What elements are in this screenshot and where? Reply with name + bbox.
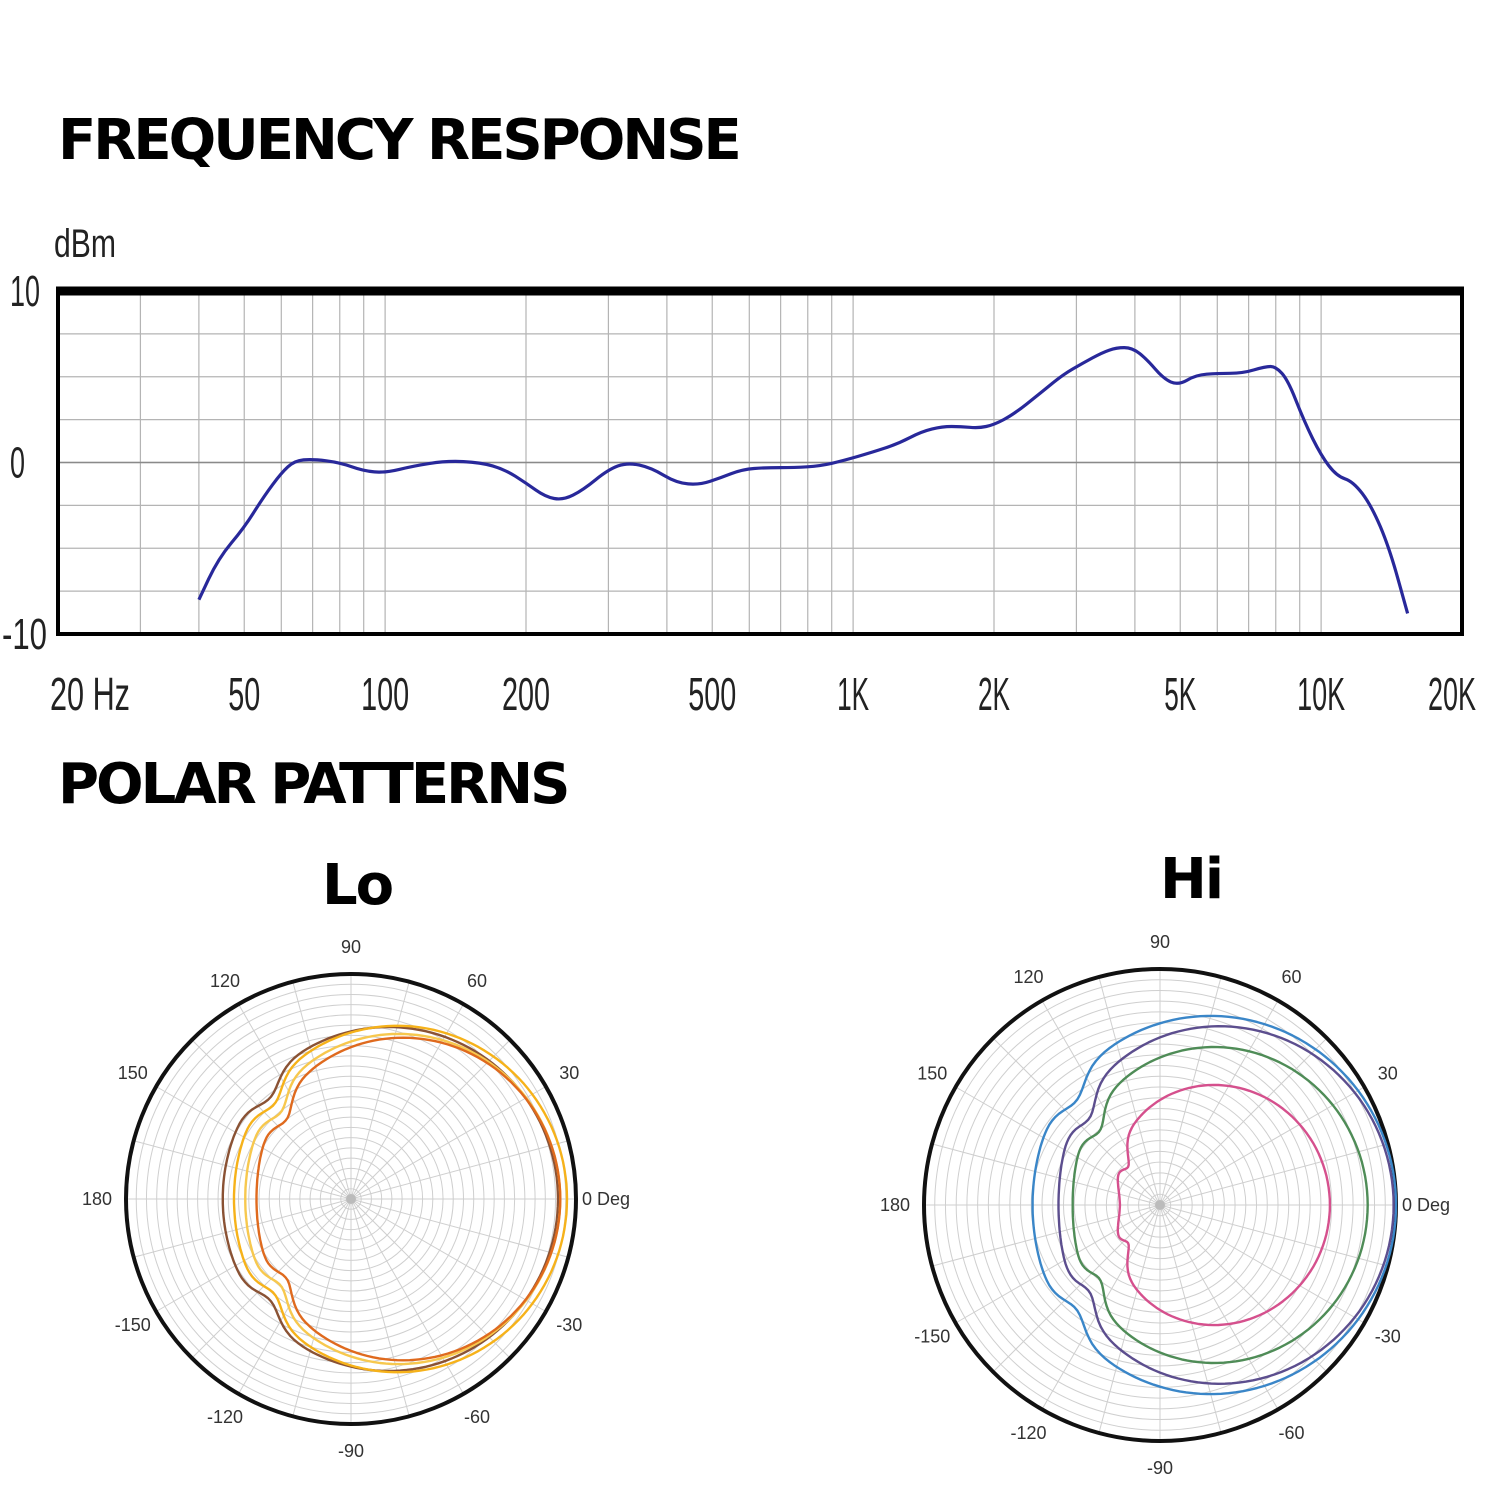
lo-angle-label: 150 xyxy=(118,1063,148,1083)
lo-angle-label: -90 xyxy=(338,1441,364,1461)
grid-spoke xyxy=(1159,1204,1328,1373)
y-tick-label: 0 xyxy=(10,439,25,488)
grid-spoke xyxy=(350,1140,569,1200)
grid-spoke xyxy=(1041,1204,1161,1410)
grid-spoke xyxy=(238,1003,352,1200)
hi-polar-grid xyxy=(924,969,1396,1441)
y-axis-label: dBm xyxy=(54,222,116,266)
lo-outer-ring xyxy=(124,972,578,1426)
center-dot xyxy=(1155,1200,1165,1210)
lo-angle-label: -30 xyxy=(556,1315,582,1335)
grid-spoke xyxy=(292,1198,352,1417)
hi-angle-label: -90 xyxy=(1147,1458,1173,1478)
x-tick-label: 1K xyxy=(837,668,869,720)
hi-angle-label: 30 xyxy=(1378,1064,1398,1084)
x-tick-label: 20 Hz xyxy=(50,668,130,720)
hi-angle-label: 120 xyxy=(1013,967,1043,987)
grid-spoke xyxy=(992,1204,1161,1373)
lo-pattern-series-4 xyxy=(255,1036,562,1362)
y-tick-label: 10 xyxy=(10,267,40,316)
grid-spoke xyxy=(1159,1204,1389,1267)
x-tick-label: 5K xyxy=(1164,668,1196,720)
grid-spoke xyxy=(955,1086,1161,1206)
hi-angle-label: -120 xyxy=(1010,1423,1046,1443)
lo-angle-label: -60 xyxy=(464,1407,490,1427)
grid-spoke xyxy=(1159,1143,1389,1206)
hi-angle-label: 150 xyxy=(917,1064,947,1084)
lo-angle-label: -120 xyxy=(207,1407,243,1427)
lo-polar-label: Lo xyxy=(322,853,394,918)
grid-spoke xyxy=(350,1198,511,1359)
hi-polar-label: Hi xyxy=(1160,847,1224,912)
lo-angle-label: 90 xyxy=(341,937,361,957)
grid-spoke xyxy=(1159,1086,1365,1206)
hi-pattern-series-1 xyxy=(1031,1014,1398,1396)
grid-spoke xyxy=(1159,1204,1222,1434)
hi-angle-label: -60 xyxy=(1278,1423,1304,1443)
grid-spoke xyxy=(350,1086,547,1200)
grid-spoke xyxy=(1098,1204,1161,1434)
hi-pattern-series-2 xyxy=(1071,1045,1369,1365)
grid-spoke xyxy=(238,1198,352,1395)
lo-pattern-series-2 xyxy=(232,1024,569,1374)
grid-spoke xyxy=(1159,1204,1279,1410)
hi-pattern-series-4 xyxy=(1116,1083,1332,1327)
grid-spoke xyxy=(955,1204,1161,1324)
hi-angle-label: 0 Deg xyxy=(1402,1195,1450,1215)
grid-spoke xyxy=(133,1198,352,1258)
lo-angle-label: -150 xyxy=(115,1315,151,1335)
y-tick-label: -10 xyxy=(2,610,47,659)
hi-angle-label: 180 xyxy=(880,1195,910,1215)
polar-patterns-heading: POLAR PATTERNS xyxy=(58,752,570,817)
hi-angle-label: 60 xyxy=(1281,967,1301,987)
grid-spoke xyxy=(992,1037,1161,1206)
grid-spoke xyxy=(350,1039,511,1200)
grid-spoke xyxy=(1159,1000,1279,1206)
hi-angle-label: -150 xyxy=(914,1327,950,1347)
x-tick-label: 100 xyxy=(361,668,409,720)
grid-spoke xyxy=(350,1198,547,1312)
grid-spoke xyxy=(1098,976,1161,1206)
lo-angle-label: 180 xyxy=(82,1189,112,1209)
grid-spoke xyxy=(350,1198,410,1417)
grid-spoke xyxy=(133,1140,352,1200)
lo-pattern-series-1 xyxy=(221,1025,560,1373)
grid-spoke xyxy=(350,981,410,1200)
hi-pattern-series-3 xyxy=(1057,1025,1395,1385)
frequency-response-heading: FREQUENCY RESPONSE xyxy=(58,108,742,173)
grid-spoke xyxy=(350,1198,569,1258)
grid-spoke xyxy=(1159,1204,1365,1324)
lo-angle-label: 0 Deg xyxy=(582,1189,630,1209)
lo-angle-label: 60 xyxy=(467,971,487,991)
center-dot xyxy=(346,1194,356,1204)
lo-angle-label: 120 xyxy=(210,971,240,991)
x-tick-label: 200 xyxy=(502,668,550,720)
grid-spoke xyxy=(931,1204,1161,1267)
x-tick-label: 50 xyxy=(228,668,260,720)
lo-angle-label: 30 xyxy=(559,1063,579,1083)
hi-angle-label: 90 xyxy=(1150,932,1170,952)
grid-spoke xyxy=(292,981,352,1200)
hi-angle-label: -30 xyxy=(1375,1327,1401,1347)
x-tick-label: 10K xyxy=(1297,668,1345,720)
grid-spoke xyxy=(1159,1037,1328,1206)
grid-spoke xyxy=(1159,976,1222,1206)
x-tick-label: 500 xyxy=(688,668,736,720)
response-curve xyxy=(197,346,1410,614)
x-tick-label: 2K xyxy=(978,668,1010,720)
x-tick-label: 20K xyxy=(1428,668,1476,720)
grid-spoke xyxy=(931,1143,1161,1206)
lo-pattern-series-3 xyxy=(244,1032,562,1366)
grid-spoke xyxy=(1041,1000,1161,1206)
